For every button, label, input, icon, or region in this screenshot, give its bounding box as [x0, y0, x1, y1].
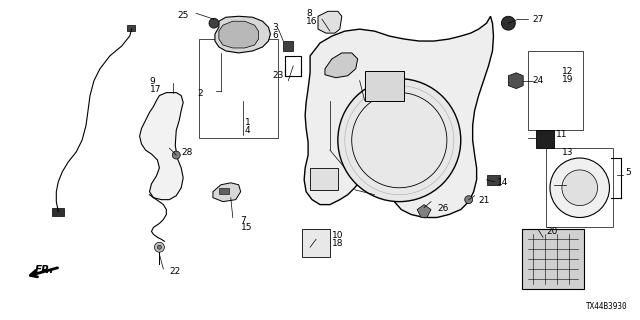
- Text: 18: 18: [332, 239, 344, 248]
- Polygon shape: [417, 204, 431, 218]
- Text: 7: 7: [241, 215, 246, 225]
- Text: 13: 13: [562, 148, 573, 157]
- Bar: [486, 175, 500, 185]
- Text: 4: 4: [244, 126, 250, 135]
- Polygon shape: [213, 183, 241, 202]
- Text: 5: 5: [625, 168, 631, 177]
- Text: 1: 1: [244, 118, 250, 127]
- Bar: [285, 56, 301, 76]
- Polygon shape: [140, 92, 183, 200]
- Text: 23: 23: [273, 71, 284, 80]
- Text: TX44B3930: TX44B3930: [586, 302, 627, 311]
- Bar: [310, 168, 338, 190]
- Text: 19: 19: [562, 75, 573, 84]
- Polygon shape: [215, 16, 271, 53]
- Text: 15: 15: [241, 223, 252, 232]
- Bar: [52, 208, 64, 215]
- Circle shape: [550, 158, 609, 218]
- Text: 27: 27: [532, 15, 543, 24]
- Text: 16: 16: [306, 17, 317, 26]
- Text: 21: 21: [479, 196, 490, 205]
- Circle shape: [501, 16, 515, 30]
- Circle shape: [562, 170, 598, 206]
- Bar: [219, 188, 228, 194]
- Circle shape: [338, 79, 461, 202]
- Text: 6: 6: [273, 31, 278, 40]
- Text: 25: 25: [177, 11, 189, 20]
- Text: 8: 8: [306, 9, 312, 18]
- Text: 12: 12: [562, 67, 573, 76]
- Circle shape: [154, 242, 164, 252]
- Text: 14: 14: [497, 178, 508, 187]
- Circle shape: [465, 196, 473, 204]
- Bar: [127, 25, 134, 31]
- Bar: [365, 71, 404, 100]
- Text: FR.: FR.: [35, 265, 54, 275]
- Bar: [302, 229, 330, 257]
- Circle shape: [157, 245, 161, 249]
- Polygon shape: [219, 21, 259, 48]
- Text: 28: 28: [181, 148, 193, 157]
- Text: 20: 20: [546, 228, 557, 236]
- Text: 11: 11: [556, 130, 568, 139]
- Text: 22: 22: [170, 267, 180, 276]
- Circle shape: [209, 18, 219, 28]
- Polygon shape: [304, 16, 493, 218]
- Bar: [528, 51, 582, 130]
- Bar: [522, 229, 584, 289]
- Polygon shape: [508, 73, 524, 89]
- Bar: [284, 41, 293, 51]
- Text: 2: 2: [197, 89, 203, 98]
- Bar: [199, 39, 278, 138]
- Text: 17: 17: [150, 85, 161, 94]
- Text: 10: 10: [332, 231, 344, 240]
- Polygon shape: [325, 53, 358, 78]
- Bar: [536, 130, 554, 148]
- Circle shape: [172, 151, 180, 159]
- Bar: [546, 148, 613, 228]
- Text: 26: 26: [437, 204, 449, 212]
- Text: 24: 24: [532, 76, 543, 85]
- Text: 3: 3: [273, 23, 278, 32]
- Text: 9: 9: [150, 77, 156, 86]
- Polygon shape: [318, 11, 342, 33]
